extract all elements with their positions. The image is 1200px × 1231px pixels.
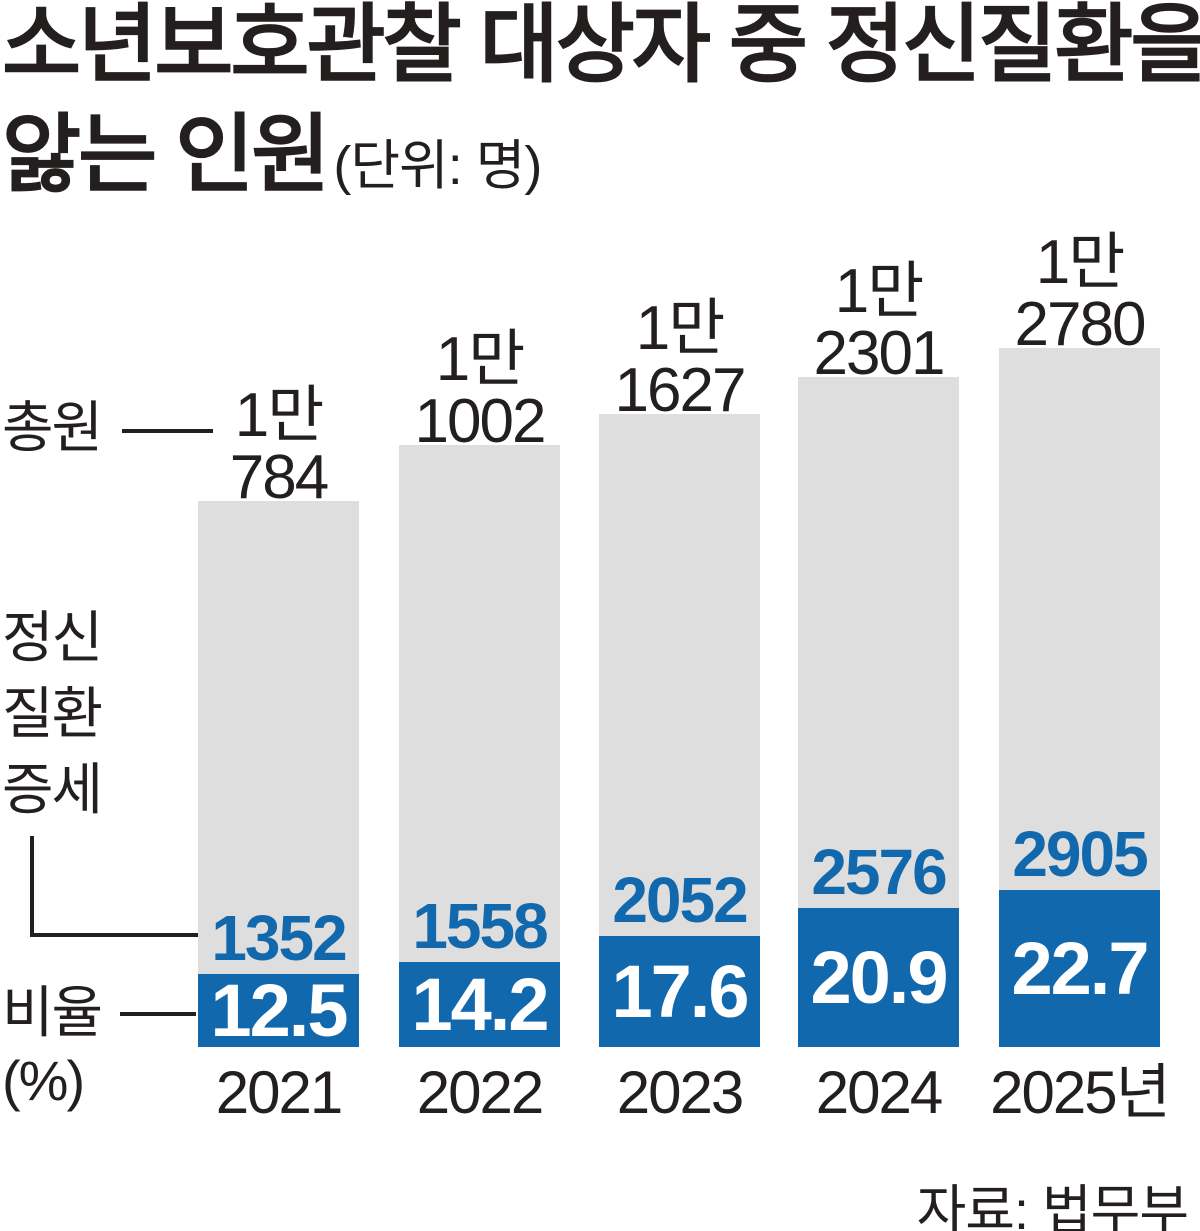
percentage-label: 14.2 <box>411 962 549 1046</box>
total-value-line2: 784 <box>229 443 329 512</box>
legend-ratio-unit-label: (%) <box>2 1049 85 1112</box>
mental-count-label: 2052 <box>612 864 748 936</box>
total-value-label: 1만 2780 <box>999 232 1160 356</box>
year-label: 2022 <box>416 1059 544 1126</box>
chart-title-line2-text: 앓는 인원 <box>2 107 330 203</box>
percentage-label: 20.9 <box>810 935 948 1019</box>
percentage-label: 12.5 <box>210 968 348 1052</box>
year-label: 2023 <box>616 1059 744 1126</box>
total-value-label: 1만 2301 <box>798 261 959 385</box>
bar-group-2022: 1만 1002 1558 14.2 2022 <box>399 329 560 1123</box>
year-label: 2024 <box>815 1059 943 1126</box>
year-label: 2021 <box>215 1059 343 1126</box>
legend-mental-line3: 증세 <box>2 758 103 821</box>
source-credit: 자료: 법무부 <box>916 1181 1189 1231</box>
bar-group-2025: 1만 2780 2905 22.7 2025년 <box>990 232 1171 1123</box>
mental-count-label: 1558 <box>412 890 548 962</box>
bar-group-2021: 1만 784 1352 12.5 2021 <box>198 385 359 1123</box>
year-label: 2025년 <box>990 1059 1171 1126</box>
total-value-label: 1만 784 <box>198 385 359 509</box>
total-value-line1: 1만 <box>1035 228 1126 297</box>
mental-count-label: 2905 <box>1012 818 1148 890</box>
bar-group-2023: 1만 1627 2052 17.6 2023 <box>599 298 760 1123</box>
mental-segment: 14.2 <box>399 962 560 1047</box>
total-value-line2: 1627 <box>614 356 747 425</box>
percentage-label: 22.7 <box>1011 926 1149 1010</box>
legend-mental-line2: 질환 <box>2 682 103 745</box>
bar-group-2024: 1만 2301 2576 20.9 2024 <box>798 261 959 1123</box>
total-value-line2: 2301 <box>813 319 946 388</box>
chart-title: 소년보호관찰 대상자 중 정신질환을 앓는 인원 (단위: 명) <box>2 0 1200 221</box>
total-value-line2: 1002 <box>414 387 547 456</box>
total-value-label: 1만 1627 <box>599 298 760 422</box>
chart-title-line1: 소년보호관찰 대상자 중 정신질환을 <box>2 0 1200 93</box>
mental-segment: 20.9 <box>798 908 959 1047</box>
total-value-line1: 1만 <box>635 294 726 363</box>
mental-segment: 12.5 <box>198 968 359 1052</box>
legend-mental-line1: 정신 <box>2 606 103 669</box>
legend-total-connector-line <box>122 429 213 433</box>
percentage-label: 17.6 <box>611 949 749 1033</box>
total-value-label: 1만 1002 <box>399 329 560 453</box>
chart-title-line2: 앓는 인원 (단위: 명) <box>2 100 1200 221</box>
legend-total-label: 총원 <box>2 396 103 459</box>
mental-count-label: 2576 <box>811 836 947 908</box>
mental-count-label: 1352 <box>211 902 347 974</box>
mental-segment: 22.7 <box>999 890 1160 1047</box>
legend-mental-label: 정신 질환 증세 <box>2 600 103 828</box>
total-value-line1: 1만 <box>834 257 925 326</box>
total-value-line1: 1만 <box>435 325 526 394</box>
unit-label: (단위: 명) <box>333 136 542 196</box>
legend-ratio-label: 비율 <box>2 981 103 1044</box>
legend-mental-connector-horizontal <box>30 933 198 937</box>
legend-ratio-connector-line <box>120 1012 196 1016</box>
total-value-line1: 1만 <box>234 381 325 450</box>
mental-segment: 17.6 <box>599 936 760 1047</box>
legend-mental-connector-vertical <box>30 836 34 937</box>
total-value-line2: 2780 <box>1014 290 1147 359</box>
